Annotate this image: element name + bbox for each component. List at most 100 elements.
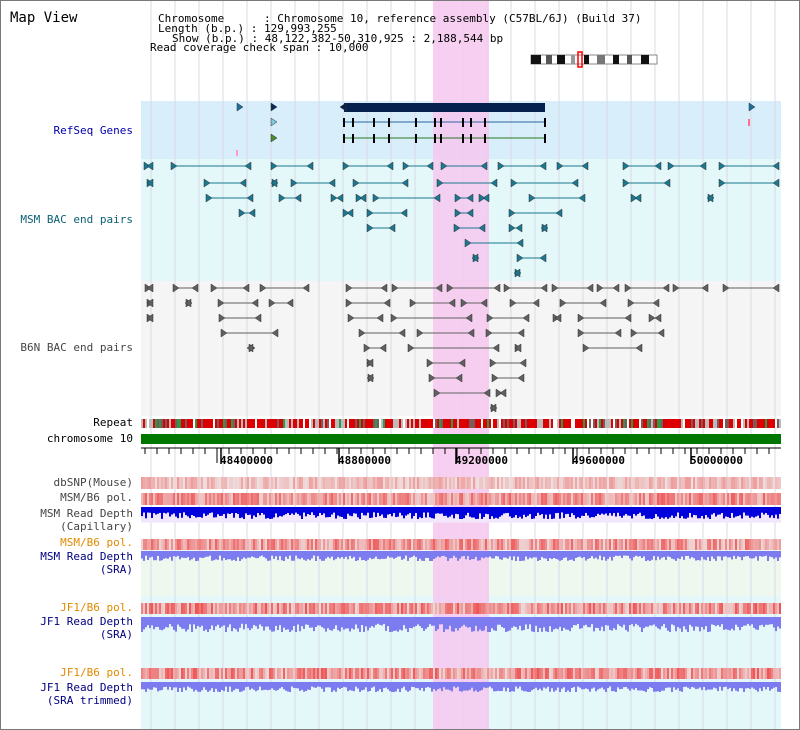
- read-depth-bar: [497, 617, 499, 625]
- read-depth-bar: [201, 682, 203, 691]
- dbsnp-density: [431, 477, 433, 489]
- read-depth-bar: [399, 512, 401, 523]
- track-label-msm-bac[interactable]: MSM BAC end pairs: [20, 213, 133, 226]
- polymorphism-density: [703, 493, 705, 505]
- read-depth-bar: [371, 551, 373, 560]
- read-depth-bar: [229, 514, 231, 523]
- track-label-jf1-depth-trim[interactable]: JF1 Read Depth: [40, 681, 133, 694]
- repeat-segment: [211, 419, 213, 428]
- read-depth-bar: [523, 682, 525, 692]
- read-depth-bar: [747, 507, 749, 516]
- read-depth-bar: [355, 682, 357, 687]
- read-depth-bar: [343, 551, 345, 559]
- read-depth-bar: [189, 551, 191, 561]
- polymorphism-density: [199, 668, 201, 679]
- read-depth-bar: [169, 551, 171, 557]
- polymorphism-density: [435, 539, 437, 550]
- track-label-msm-depth-sra[interactable]: MSM Read Depth: [40, 550, 133, 563]
- track-label-repeat[interactable]: Repeat: [93, 416, 133, 429]
- read-depth-bar: [743, 507, 745, 513]
- polymorphism-density: [587, 539, 589, 550]
- read-depth-bar: [177, 507, 179, 519]
- read-depth-bar: [513, 507, 515, 518]
- read-depth-bar: [167, 551, 169, 559]
- bac-end-arrow: [478, 223, 486, 233]
- dbsnp-density: [441, 477, 443, 489]
- polymorphism-density: [277, 668, 279, 679]
- read-depth-bar: [489, 507, 491, 519]
- polymorphism-density: [737, 539, 739, 550]
- polymorphism-density: [227, 603, 229, 614]
- polymorphism-density: [187, 603, 189, 614]
- repeat-segment: [581, 419, 583, 428]
- polymorphism-density: [153, 539, 155, 550]
- track-label-jf1-b6-pol-trim[interactable]: JF1/B6 pol.: [60, 666, 133, 679]
- read-depth-bar: [777, 682, 779, 692]
- dbsnp-density: [513, 477, 515, 489]
- read-depth-bar: [315, 551, 317, 561]
- read-depth-bar: [527, 507, 529, 516]
- polymorphism-density: [687, 539, 689, 550]
- dbsnp-density: [681, 477, 683, 489]
- polymorphism-density: [595, 603, 597, 614]
- polymorphism-density: [529, 493, 531, 505]
- polymorphism-density: [733, 668, 735, 679]
- repeat-segment: [399, 419, 401, 428]
- polymorphism-density: [393, 603, 395, 614]
- read-depth-bar: [683, 551, 685, 560]
- read-depth-bar: [767, 514, 769, 523]
- track-label-chromosome[interactable]: chromosome 10: [46, 432, 133, 445]
- track-label-jf1-b6-pol[interactable]: JF1/B6 pol.: [60, 601, 133, 614]
- read-depth-bar: [353, 507, 355, 514]
- read-depth-bar: [437, 617, 439, 630]
- read-depth-bar: [411, 518, 413, 523]
- read-depth-bar: [561, 682, 563, 689]
- read-depth-bar: [559, 518, 561, 523]
- polymorphism-density: [471, 493, 473, 505]
- dbsnp-density: [237, 477, 239, 489]
- repeat-segment: [209, 419, 211, 428]
- repeat-segment: [701, 419, 703, 428]
- read-depth-bar: [385, 517, 387, 523]
- polymorphism-density: [527, 493, 529, 505]
- bac-end-arrow: [366, 358, 374, 368]
- polymorphism-density: [423, 493, 425, 505]
- dbsnp-density: [455, 477, 457, 489]
- polymorphism-density: [777, 539, 779, 550]
- polymorphism-density: [403, 668, 405, 679]
- bac-end-arrow: [722, 283, 730, 293]
- polymorphism-density: [653, 603, 655, 614]
- track-label-dbsnp[interactable]: dbSNP(Mouse): [53, 476, 133, 489]
- read-depth-bar: [549, 682, 551, 692]
- polymorphism-density: [359, 539, 361, 550]
- read-depth-bar: [611, 682, 613, 692]
- read-depth-bar: [649, 551, 651, 561]
- bac-end-arrow: [306, 161, 314, 171]
- read-depth-bar: [237, 682, 239, 689]
- read-depth-bar: [721, 512, 723, 523]
- polymorphism-density: [301, 493, 303, 505]
- polymorphism-density: [279, 539, 281, 550]
- repeat-segment: [611, 419, 613, 428]
- read-depth-bar: [211, 617, 213, 626]
- polymorphism-density: [713, 668, 715, 679]
- read-depth-bar: [697, 507, 699, 519]
- track-label-msm-b6-pol[interactable]: MSM/B6 pol.: [60, 491, 133, 504]
- exon: [415, 134, 417, 143]
- track-label-refseq[interactable]: RefSeq Genes: [53, 124, 133, 137]
- track-label-msm-b6-pol-sra[interactable]: MSM/B6 pol.: [60, 536, 133, 549]
- polymorphism-density: [373, 539, 375, 550]
- polymorphism-density: [297, 603, 299, 614]
- polymorphism-density: [275, 603, 277, 614]
- dbsnp-density: [735, 477, 737, 489]
- read-depth-bar: [589, 617, 591, 628]
- track-label-msm-depth-capillary[interactable]: MSM Read Depth: [40, 507, 133, 520]
- polymorphism-density: [677, 668, 679, 679]
- read-depth-bar: [401, 551, 403, 560]
- polymorphism-density: [485, 603, 487, 614]
- track-label-b6n-bac[interactable]: B6N BAC end pairs: [20, 341, 133, 354]
- track-label-jf1-depth-sra[interactable]: JF1 Read Depth: [40, 615, 133, 628]
- polymorphism-density: [767, 668, 769, 679]
- read-depth-bar: [393, 507, 395, 514]
